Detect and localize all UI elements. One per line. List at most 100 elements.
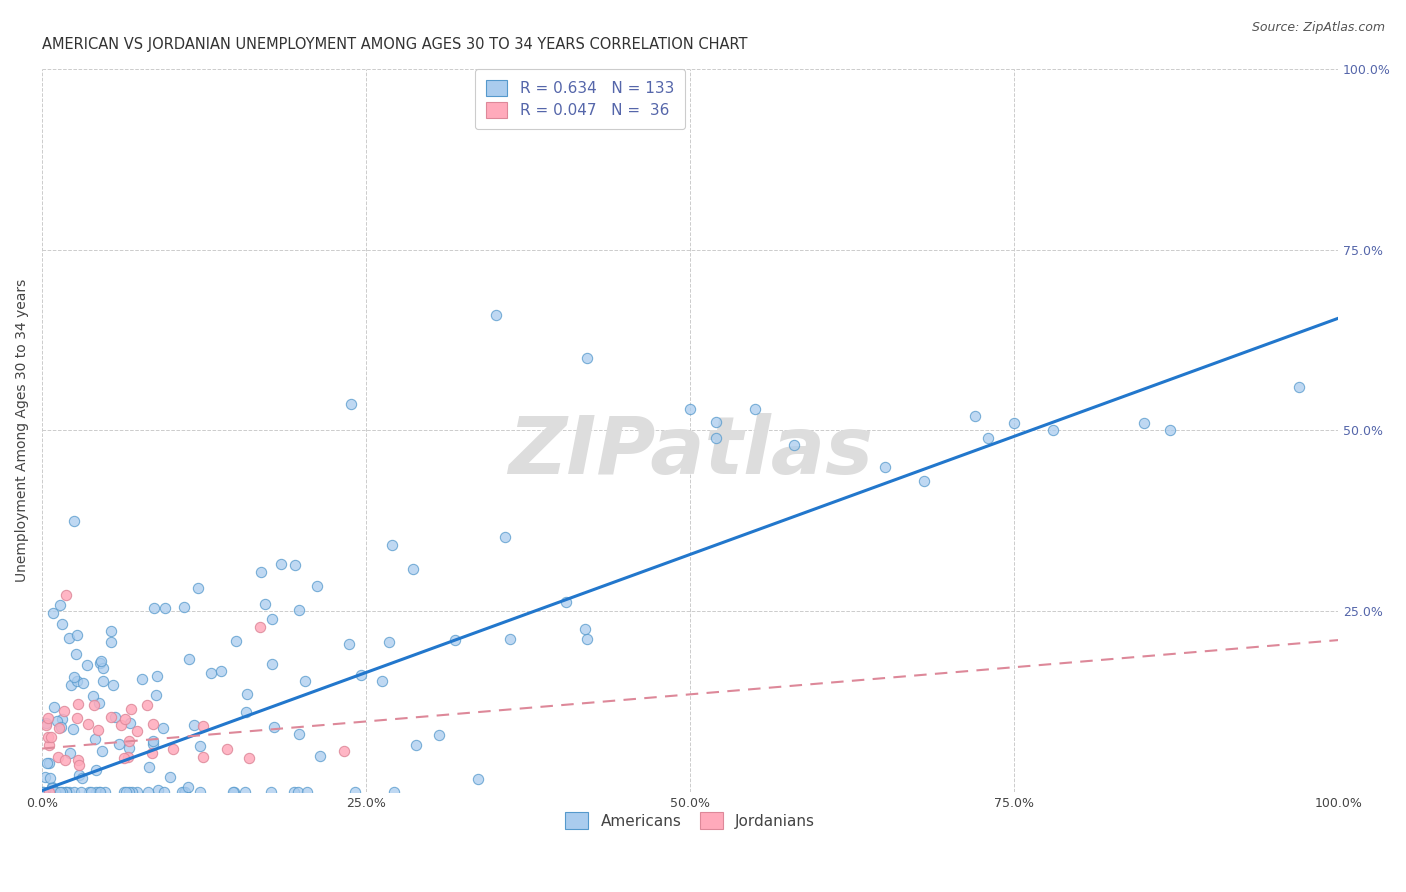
Point xyxy=(66,711,89,725)
Point xyxy=(37,711,59,725)
Point xyxy=(744,401,766,416)
Point xyxy=(173,600,195,615)
Point xyxy=(90,654,112,668)
Point xyxy=(39,730,62,744)
Point xyxy=(1133,416,1156,430)
Legend: Americans, Jordanians: Americans, Jordanians xyxy=(560,806,821,835)
Point xyxy=(260,785,283,799)
Point xyxy=(305,579,328,593)
Point xyxy=(87,723,110,737)
Point xyxy=(173,785,195,799)
Point xyxy=(51,720,73,734)
Point xyxy=(118,741,141,756)
Point xyxy=(53,753,76,767)
Y-axis label: Unemployment Among Ages 30 to 34 years: Unemployment Among Ages 30 to 34 years xyxy=(15,278,30,582)
Point xyxy=(574,622,596,636)
Point xyxy=(249,620,271,634)
Point xyxy=(381,537,404,551)
Point xyxy=(72,676,94,690)
Point xyxy=(576,632,599,647)
Point xyxy=(45,714,67,728)
Point xyxy=(76,658,98,673)
Point xyxy=(187,582,209,596)
Point xyxy=(494,530,516,544)
Point xyxy=(270,558,292,572)
Point xyxy=(263,720,285,734)
Point xyxy=(32,785,55,799)
Point xyxy=(485,308,508,322)
Point xyxy=(191,719,214,733)
Point xyxy=(1002,416,1025,430)
Point xyxy=(260,612,283,626)
Point xyxy=(873,459,896,474)
Point xyxy=(340,397,363,411)
Point xyxy=(44,785,66,799)
Point xyxy=(288,603,311,617)
Point xyxy=(87,696,110,710)
Point xyxy=(120,702,142,716)
Point xyxy=(183,718,205,732)
Point xyxy=(142,737,165,751)
Point xyxy=(93,785,115,799)
Point xyxy=(67,697,90,711)
Point xyxy=(233,785,256,799)
Point xyxy=(84,763,107,777)
Point xyxy=(467,772,489,786)
Point xyxy=(90,744,112,758)
Point xyxy=(49,785,72,799)
Point xyxy=(35,716,58,731)
Point xyxy=(93,674,115,689)
Point xyxy=(58,785,80,799)
Point xyxy=(284,558,307,572)
Point xyxy=(51,617,73,632)
Point xyxy=(37,731,59,745)
Point xyxy=(101,678,124,692)
Point xyxy=(179,652,201,666)
Point xyxy=(41,781,63,796)
Point xyxy=(200,665,222,680)
Point xyxy=(222,785,245,799)
Point xyxy=(155,600,177,615)
Text: ZIPatlas: ZIPatlas xyxy=(508,413,873,491)
Point xyxy=(405,739,427,753)
Text: Source: ZipAtlas.com: Source: ZipAtlas.com xyxy=(1251,21,1385,34)
Point xyxy=(58,746,80,760)
Point xyxy=(250,565,273,579)
Point xyxy=(555,595,578,609)
Point xyxy=(253,598,276,612)
Point xyxy=(87,785,110,799)
Point xyxy=(704,415,727,429)
Point xyxy=(235,705,257,719)
Point xyxy=(136,785,159,799)
Point xyxy=(112,750,135,764)
Point xyxy=(283,785,305,799)
Point xyxy=(35,717,58,731)
Point xyxy=(83,698,105,712)
Point xyxy=(66,674,89,689)
Point xyxy=(146,782,169,797)
Point xyxy=(37,756,59,771)
Text: AMERICAN VS JORDANIAN UNEMPLOYMENT AMONG AGES 30 TO 34 YEARS CORRELATION CHART: AMERICAN VS JORDANIAN UNEMPLOYMENT AMONG… xyxy=(42,37,748,53)
Point xyxy=(153,785,176,799)
Point xyxy=(215,742,238,756)
Point xyxy=(84,785,107,799)
Point xyxy=(444,632,467,647)
Point xyxy=(100,710,122,724)
Point xyxy=(51,785,73,799)
Point xyxy=(337,637,360,651)
Point xyxy=(193,750,215,764)
Point xyxy=(89,656,111,670)
Point xyxy=(131,672,153,686)
Point xyxy=(38,785,60,799)
Point xyxy=(67,753,90,767)
Point xyxy=(146,669,169,683)
Point xyxy=(1042,423,1064,437)
Point xyxy=(41,606,63,620)
Point xyxy=(427,728,450,742)
Point xyxy=(63,671,86,685)
Point xyxy=(965,409,987,423)
Point xyxy=(32,785,55,799)
Point xyxy=(1159,423,1181,437)
Point xyxy=(401,562,423,576)
Point xyxy=(93,661,115,675)
